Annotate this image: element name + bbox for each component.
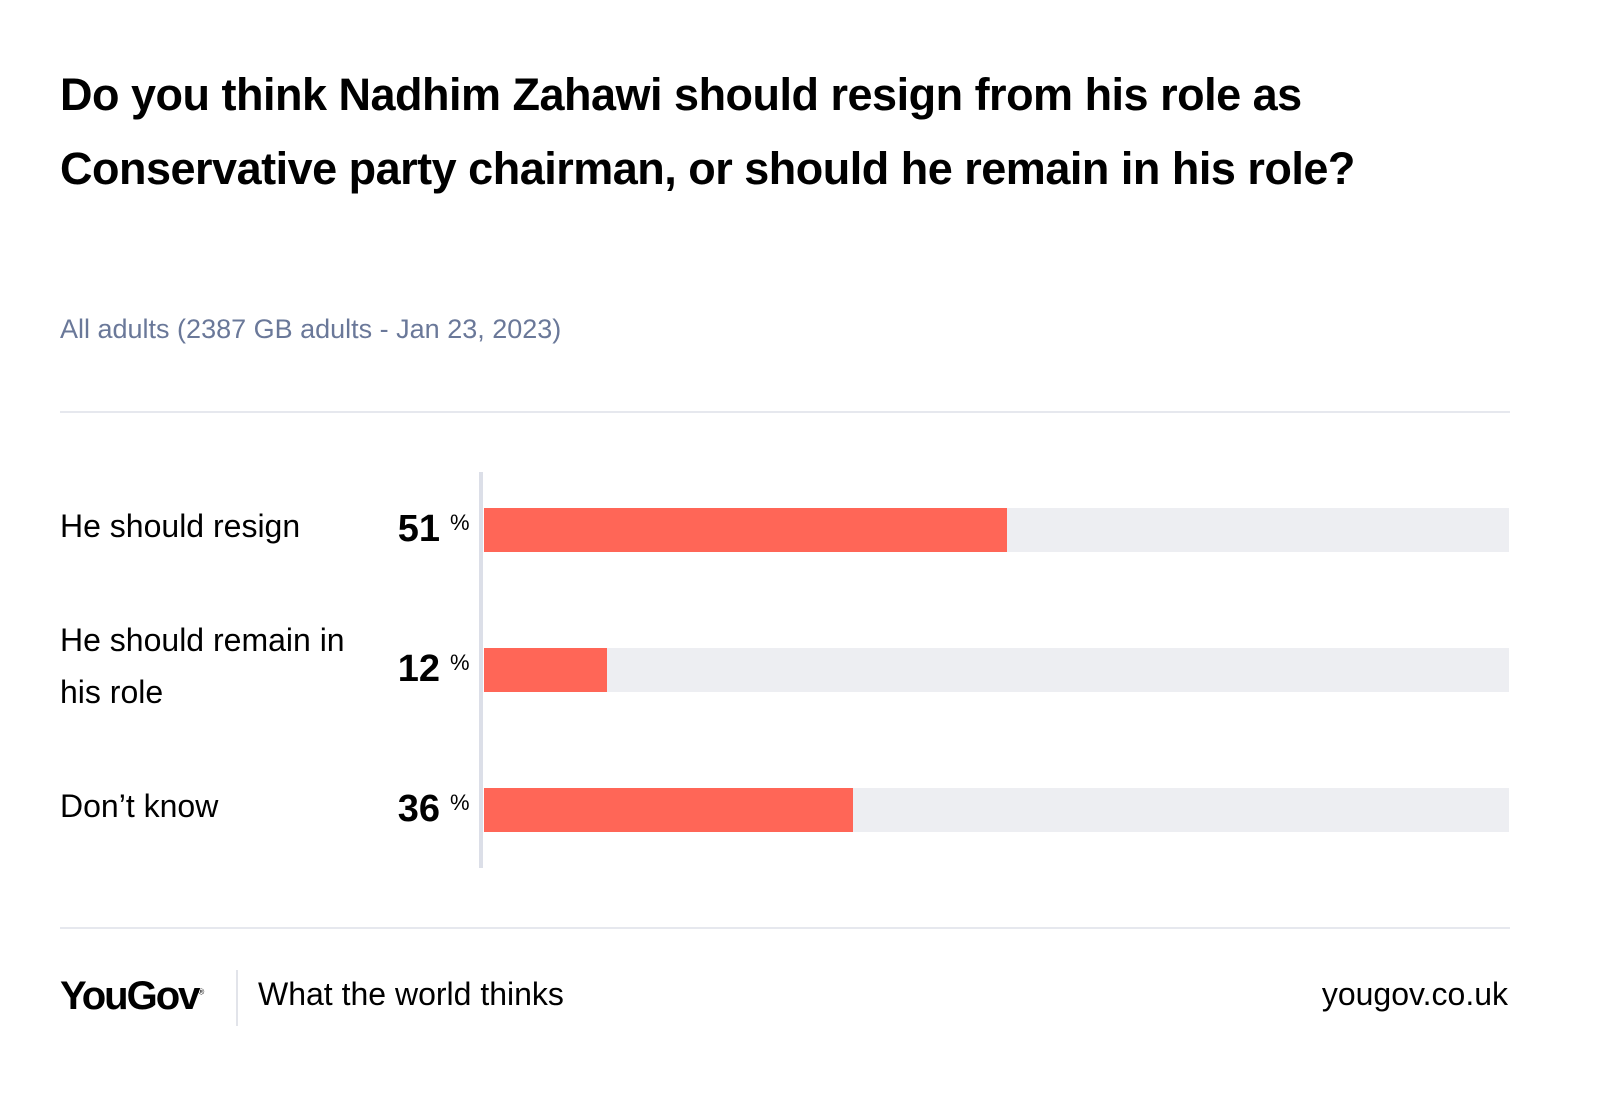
yougov-logo: YouGov® [60,974,204,1018]
value-label: 12 [397,648,440,690]
category-label: He should remain in his role [60,622,345,710]
tagline: What the world thinks [258,976,564,1012]
percent-unit: % [450,790,470,815]
site-link[interactable]: yougov.co.uk [1321,976,1508,1012]
chart-title: Do you think Nadhim Zahawi should resign… [60,69,1355,194]
category-label: He should resign [60,508,301,544]
value-label: 51 [397,508,440,550]
value-label: 36 [397,788,440,830]
bar-track [484,788,1509,832]
bar-track [484,508,1509,552]
bar [484,508,1007,552]
axis-line [479,472,483,868]
percent-unit: % [450,510,470,535]
top-divider [60,411,1510,413]
chart-subtitle: All adults (2387 GB adults - Jan 23, 202… [60,314,562,344]
category-label: Don’t know [60,788,219,824]
bottom-divider [60,927,1510,929]
percent-unit: % [450,650,470,675]
bar [484,788,853,832]
bar-track [484,648,1509,692]
footer-separator [236,970,238,1026]
bar [484,648,607,692]
